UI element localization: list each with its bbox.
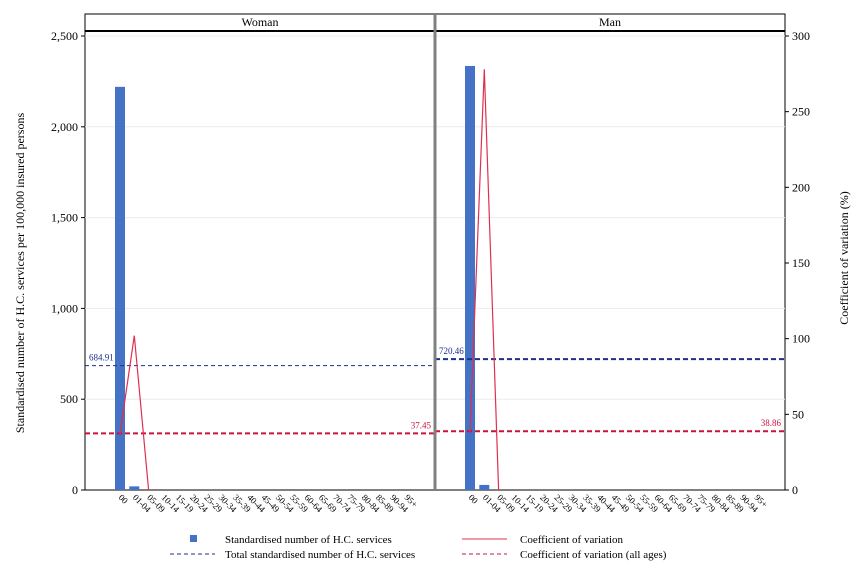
bars — [115, 65, 490, 491]
legend-label: Coefficient of variation (all ages) — [520, 549, 667, 561]
legend-bar-swatch — [190, 535, 197, 542]
total-label: 684.91 — [89, 353, 114, 363]
right-tick-label: 200 — [792, 180, 810, 194]
right-tick-label: 300 — [792, 29, 810, 43]
total-label: 720.46 — [439, 346, 464, 356]
left-tick-label: 2,000 — [51, 120, 78, 134]
left-tick-label: 1,000 — [51, 301, 78, 315]
legend: Standardised number of H.C. services Coef… — [170, 534, 667, 561]
legend-label: Coefficient of variation — [520, 534, 624, 546]
right-tick-label: 150 — [792, 256, 810, 270]
legend-label: Total standardised number of H.C. servic… — [225, 549, 415, 561]
right-axis-title: Coefficient of variation (%) — [837, 191, 851, 324]
right-tick-label: 250 — [792, 105, 810, 119]
right-tick-label: 50 — [792, 407, 804, 421]
bar — [479, 484, 490, 490]
bar — [465, 65, 475, 491]
cv-all-label: 37.45 — [411, 420, 432, 430]
age-tick-label: 00 — [467, 492, 481, 506]
age-tick-label: 00 — [117, 492, 131, 506]
panel-headers: Woman Man — [85, 14, 785, 490]
axes: 0 500 1,000 1,500 2,000 2,500 0 50 100 150 200 250 3… — [13, 29, 851, 515]
right-tick-label: 0 — [792, 483, 798, 497]
left-tick-label: 500 — [60, 392, 78, 406]
right-tick-label: 100 — [792, 332, 810, 346]
cv-line — [469, 69, 500, 491]
cv-lines — [119, 69, 500, 491]
legend-label: Standardised number of H.C. services — [225, 534, 392, 546]
bar — [115, 86, 125, 491]
panel-title: Woman — [241, 15, 278, 29]
left-axis-title: Standardised number of H.C. services per… — [13, 113, 27, 434]
left-tick-label: 1,500 — [51, 211, 78, 225]
cv-line — [119, 335, 150, 491]
bar — [129, 486, 140, 490]
left-tick-label: 2,500 — [51, 29, 78, 43]
panel-title: Man — [599, 15, 621, 29]
left-tick-label: 0 — [72, 483, 78, 497]
cv-all-label: 38.86 — [761, 418, 782, 428]
